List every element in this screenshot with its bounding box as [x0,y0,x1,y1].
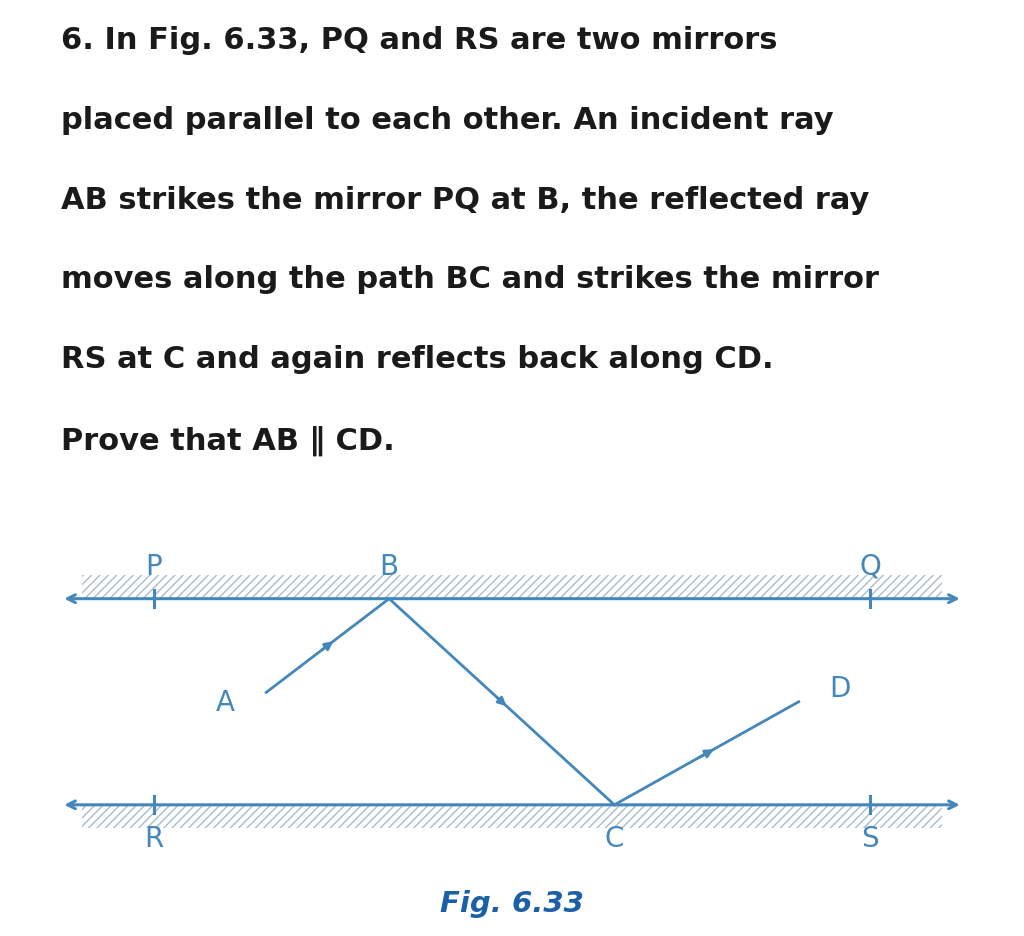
Text: R: R [144,824,163,852]
Bar [82,805,942,828]
Bar [82,576,942,599]
Text: S: S [861,824,880,852]
Text: Q: Q [859,552,882,580]
Text: Fig. 6.33: Fig. 6.33 [440,889,584,917]
Text: P: P [145,552,162,580]
Text: D: D [829,674,850,702]
Text: AB strikes the mirror PQ at B, the reflected ray: AB strikes the mirror PQ at B, the refle… [61,185,869,214]
Text: A: A [216,688,234,716]
Text: RS at C and again reflects back along CD.: RS at C and again reflects back along CD… [61,345,774,373]
Text: B: B [380,552,398,580]
Text: moves along the path BC and strikes the mirror: moves along the path BC and strikes the … [61,265,880,294]
Text: 6. In Fig. 6.33, PQ and RS are two mirrors: 6. In Fig. 6.33, PQ and RS are two mirro… [61,26,778,54]
Text: placed parallel to each other. An incident ray: placed parallel to each other. An incide… [61,106,835,135]
Text: Prove that AB ∥ CD.: Prove that AB ∥ CD. [61,425,395,455]
Text: C: C [605,824,624,852]
